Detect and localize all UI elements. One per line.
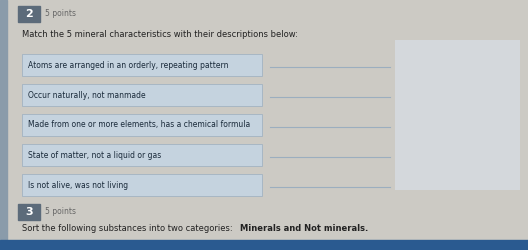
Bar: [18, 204, 40, 220]
Text: Is not alive, was not living: Is not alive, was not living: [28, 180, 128, 190]
Text: Occur naturally, not manmade: Occur naturally, not manmade: [28, 90, 146, 100]
Text: 5 points: 5 points: [45, 10, 76, 18]
Text: State of matter, not a liquid or gas: State of matter, not a liquid or gas: [28, 150, 161, 160]
FancyBboxPatch shape: [22, 114, 262, 136]
Text: 3: 3: [25, 207, 33, 217]
Text: Made from one or more elements, has a chemical formula: Made from one or more elements, has a ch…: [28, 120, 250, 130]
FancyBboxPatch shape: [22, 84, 262, 106]
Bar: [395, 40, 520, 190]
Text: 2: 2: [25, 9, 33, 19]
Text: Sort the following substances into two categories:: Sort the following substances into two c…: [22, 224, 235, 233]
FancyBboxPatch shape: [22, 174, 262, 196]
FancyBboxPatch shape: [22, 144, 262, 166]
Bar: [0, 240, 528, 250]
Text: Minerals and Not minerals.: Minerals and Not minerals.: [240, 224, 368, 233]
Bar: [18, 6, 40, 22]
Bar: [0, 0, 7, 250]
Text: Atoms are arranged in an orderly, repeating pattern: Atoms are arranged in an orderly, repeat…: [28, 60, 229, 70]
Text: 5 points: 5 points: [45, 208, 76, 216]
Text: Match the 5 mineral characteristics with their descriptions below:: Match the 5 mineral characteristics with…: [22, 30, 298, 39]
FancyBboxPatch shape: [22, 54, 262, 76]
